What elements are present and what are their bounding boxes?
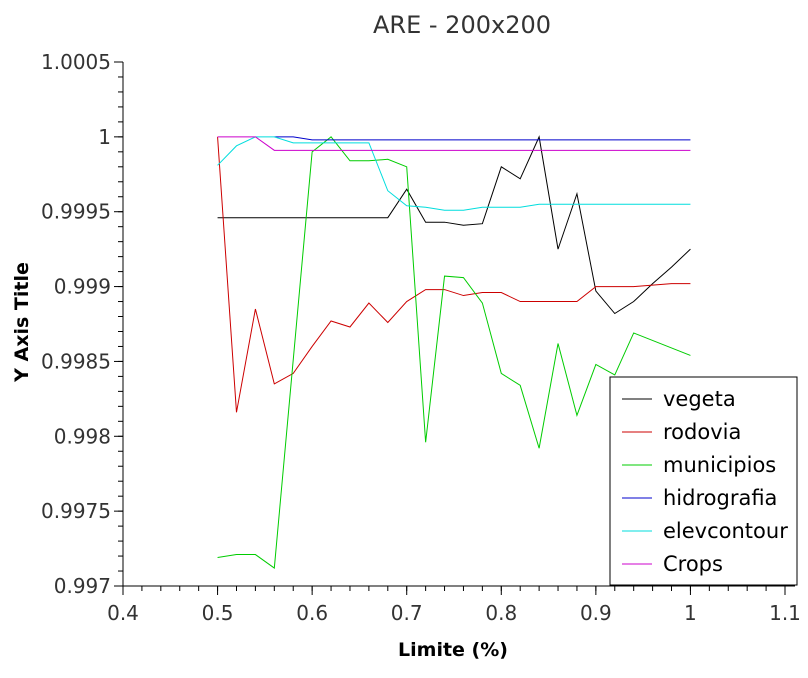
legend: vegeta rodovia municipios hidrografia elevco… [609, 376, 798, 586]
y-tick-label: 0.9975 [41, 499, 111, 523]
x-tick-label: 1 [684, 601, 697, 625]
x-tick-label: 0.7 [391, 601, 423, 625]
legend-label-elevcontour: elevcontour [663, 519, 788, 543]
x-tick-label: 1.1 [769, 601, 801, 625]
y-tick-label: 0.997 [54, 574, 111, 598]
legend-label-crops: Crops [663, 552, 723, 576]
series-line-elevcontour [217, 136, 691, 211]
x-tick-label: 0.9 [580, 601, 612, 625]
series-line-municipios [217, 136, 691, 569]
series-line-crops [217, 136, 691, 151]
plot-area [217, 135, 691, 569]
series-line-vegeta [217, 135, 691, 315]
series-line-hidrografia [274, 136, 691, 141]
x-tick-label: 0.6 [296, 601, 328, 625]
y-tick-label: 0.999 [54, 275, 111, 299]
legend-label-hidrografia: hidrografia [663, 486, 777, 510]
legend-label-rodovia: rodovia [663, 420, 741, 444]
x-axis-title: Limite (%) [398, 639, 508, 661]
y-tick-label: 1 [98, 125, 111, 149]
y-tick-label: 0.998 [54, 424, 111, 448]
y-tick-label: 0.9995 [41, 200, 111, 224]
y-tick-label: 0.9985 [41, 349, 111, 373]
legend-label-vegeta: vegeta [663, 387, 736, 411]
axes: 0.4 0.5 0.6 0.7 0.8 0.9 1 1.1 0.997 0.9975 0.998 0.… [41, 50, 801, 625]
series-line-rodovia [217, 136, 691, 413]
y-axis-title: Y Axis Title [11, 262, 33, 383]
legend-label-municipios: municipios [663, 453, 776, 477]
x-tick-label: 0.8 [485, 601, 517, 625]
chart-title: ARE - 200x200 [373, 11, 551, 39]
y-tick-label: 1.0005 [41, 50, 111, 74]
x-tick-label: 0.4 [107, 601, 139, 625]
legend-box [609, 376, 798, 586]
x-tick-label: 0.5 [202, 601, 234, 625]
